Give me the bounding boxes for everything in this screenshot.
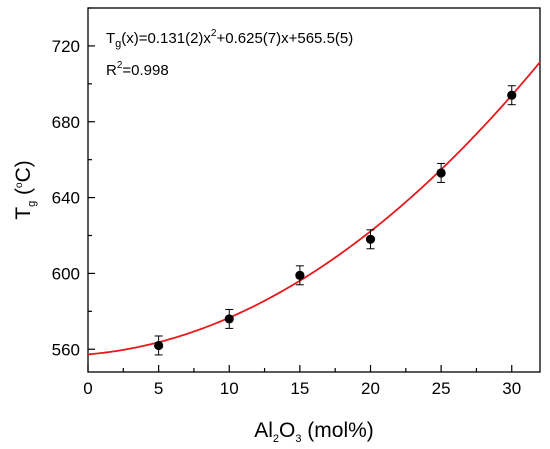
y-tick-label: 600 bbox=[52, 264, 80, 283]
y-tick-label: 640 bbox=[52, 189, 80, 208]
x-tick-label: 15 bbox=[290, 379, 309, 398]
x-tick-label: 20 bbox=[361, 379, 380, 398]
data-point bbox=[365, 234, 376, 244]
data-points bbox=[154, 85, 517, 356]
x-tick-label: 25 bbox=[432, 379, 451, 398]
x-tick-label: 10 bbox=[220, 379, 239, 398]
plot-area bbox=[87, 7, 541, 373]
data-point bbox=[295, 270, 305, 280]
x-tick-label: 5 bbox=[154, 379, 163, 398]
fit-r-squared: R2=0.998 bbox=[106, 60, 169, 79]
data-point bbox=[436, 168, 446, 178]
fit-equation: Tg(x)=0.131(2)x2+0.625(7)x+565.5(5) bbox=[106, 28, 353, 50]
x-tick-label: 30 bbox=[502, 379, 521, 398]
data-point bbox=[154, 340, 164, 351]
axis-ticks: 0 5 10 15 20 25 30 560 600 640 680 720 bbox=[52, 7, 521, 398]
data-point bbox=[224, 314, 234, 324]
y-axis-label: Tg (oC) bbox=[12, 160, 38, 220]
y-tick-label: 560 bbox=[52, 340, 80, 359]
x-tick-label: 0 bbox=[83, 379, 92, 398]
x-axis-label: Al2O3 (mol%) bbox=[254, 419, 374, 445]
fit-curve bbox=[87, 61, 541, 356]
data-point bbox=[507, 90, 517, 100]
plot-frame bbox=[87, 7, 541, 373]
fit-curve-group bbox=[87, 61, 541, 356]
y-tick-label: 680 bbox=[52, 113, 80, 132]
y-tick-label: 720 bbox=[52, 37, 80, 56]
